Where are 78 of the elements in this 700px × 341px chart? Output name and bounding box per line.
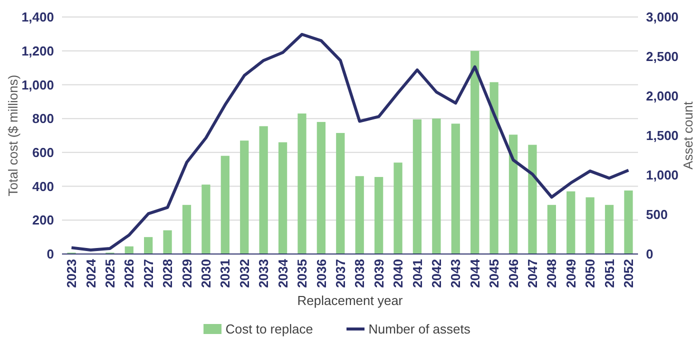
x-tick-label: 2028	[160, 259, 176, 288]
x-tick-label: 2042	[428, 259, 444, 288]
x-tick-label: 2035	[294, 259, 310, 288]
bar	[412, 119, 422, 254]
bar	[566, 191, 576, 254]
bar	[394, 162, 402, 254]
x-tick-label: 2041	[410, 259, 425, 288]
x-tick-label: 2032	[236, 259, 252, 288]
x-tick-label: 2027	[140, 259, 156, 288]
bar	[202, 184, 210, 254]
bar	[490, 82, 498, 254]
y-tick-label: 200	[32, 212, 54, 228]
x-tick-label: 2046	[506, 259, 521, 288]
bar	[336, 132, 345, 254]
y-tick-label: 1,000	[21, 77, 54, 92]
bar	[240, 140, 249, 254]
bar	[163, 230, 172, 254]
bar	[182, 204, 192, 254]
x-tick-label: 2048	[544, 259, 560, 288]
x-tick-label: 2044	[467, 258, 482, 288]
y-axis-title: Total cost ($ millions)	[6, 74, 21, 196]
y-tick-label: 1,400	[21, 10, 54, 25]
y-tick-label: 600	[32, 144, 54, 160]
x-tick-label: 2030	[198, 259, 214, 288]
bar	[624, 190, 633, 254]
y2-tick-label: 500	[646, 207, 668, 222]
bar	[298, 113, 306, 254]
line-series	[70, 32, 630, 252]
x-tick-label: 2029	[179, 259, 194, 288]
bar	[278, 142, 288, 254]
y2-tick-label: 2,500	[646, 49, 679, 64]
bar	[374, 176, 384, 254]
bar	[355, 176, 364, 254]
x-tick-label: 2036	[314, 259, 329, 288]
bar	[547, 204, 556, 254]
x-tick-label: 2039	[371, 259, 386, 288]
bar	[508, 134, 518, 254]
x-axis-title: Replacement year	[297, 293, 404, 308]
bar	[432, 118, 441, 254]
bar	[220, 156, 230, 254]
x-tick-label: 2023	[64, 259, 80, 288]
y2-tick-label: 1,000	[646, 168, 679, 183]
x-tick-label: 2051	[602, 259, 617, 288]
bar	[316, 122, 326, 254]
y2-axis-title: Asset count	[680, 101, 696, 170]
x-tick-label: 2026	[122, 259, 137, 288]
x-tick-label: 2045	[486, 259, 502, 288]
x-tick-label: 2031	[218, 259, 233, 288]
bar	[259, 126, 268, 254]
y-tick-label: 0	[46, 246, 54, 262]
x-tick-label: 2038	[352, 259, 368, 288]
y2-tick-label: 0	[646, 246, 654, 262]
x-tick-label: 2040	[390, 259, 406, 288]
bar	[124, 246, 134, 254]
x-tick-label: 2025	[102, 259, 118, 288]
bar	[144, 237, 153, 254]
x-tick-label: 2037	[332, 259, 348, 288]
x-tick-label: 2052	[621, 259, 636, 288]
y2-tick-label: 3,000	[646, 10, 679, 25]
y2-tick-label: 2,000	[646, 88, 679, 104]
x-tick-label: 2043	[448, 259, 464, 288]
bar	[528, 144, 537, 254]
x-tick-label: 2047	[525, 259, 540, 288]
x-tick-label: 2050	[582, 259, 598, 288]
bar	[470, 50, 480, 254]
x-tick-label: 2033	[256, 259, 272, 288]
x-tick-label: 2034	[275, 258, 290, 288]
y-tick-label: 1,200	[21, 43, 54, 58]
bar	[586, 197, 594, 254]
bar	[451, 124, 460, 254]
y2-tick-label: 1,500	[646, 128, 679, 144]
x-tick-label: 2024	[83, 258, 98, 288]
legend-label: Number of assets	[368, 322, 471, 337]
y-tick-label: 400	[32, 178, 54, 194]
bar	[604, 204, 614, 254]
x-tick-label: 2049	[563, 259, 578, 288]
legend-label: Cost to replace	[226, 322, 313, 337]
y-tick-label: 800	[32, 111, 54, 126]
